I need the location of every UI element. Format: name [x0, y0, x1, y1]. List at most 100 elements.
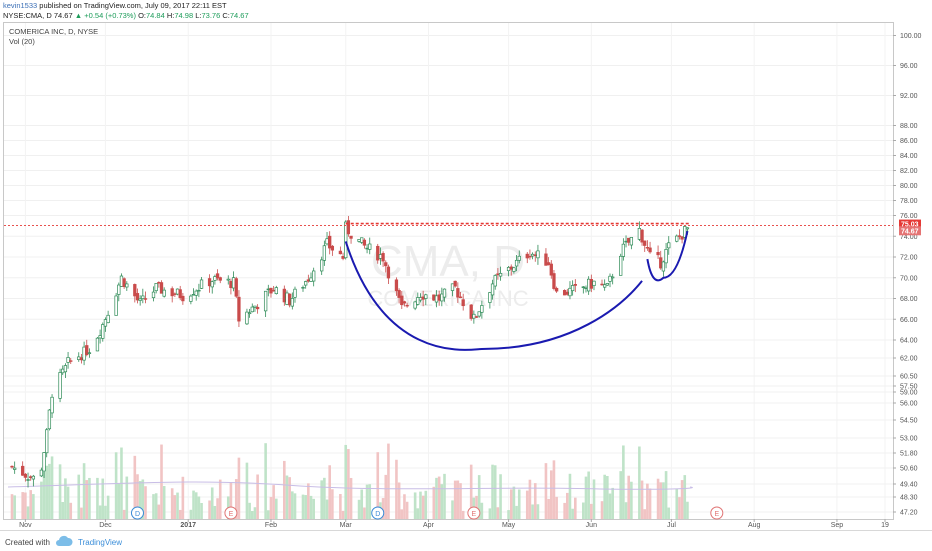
candle-body — [469, 304, 473, 319]
candle-body — [255, 306, 260, 310]
candle-body — [643, 240, 647, 246]
candle-body — [368, 243, 372, 250]
volume-bar — [555, 496, 558, 519]
candle-body — [659, 257, 663, 269]
candle-body — [584, 287, 588, 290]
candle-body — [661, 261, 666, 272]
volume-bar — [320, 480, 323, 519]
volume-bar — [307, 483, 310, 519]
candle-body — [50, 396, 54, 414]
volume-bar — [26, 506, 30, 519]
price-tick-label: 100.00 — [900, 33, 922, 40]
price-tick-label: 53.00 — [900, 436, 918, 443]
candle-body — [237, 296, 241, 322]
volume-bar — [80, 507, 83, 519]
candle-body — [544, 253, 548, 266]
watermark-symbol: CMA, D — [371, 237, 525, 286]
price-change: +0.54 (+0.73%) — [84, 11, 136, 20]
candle-body — [637, 227, 642, 240]
candle-body — [675, 235, 679, 242]
volume-bar — [582, 502, 585, 519]
quote-line: NYSE:CMA, D 74.67 ▲ +0.54 (+0.73%) O:74.… — [3, 11, 249, 20]
volume-bar — [181, 476, 185, 519]
volume-bar — [218, 479, 222, 519]
volume-bar — [638, 446, 641, 519]
volume-bar — [250, 510, 254, 519]
candle-body — [645, 246, 650, 249]
candle-body — [488, 292, 492, 303]
volume-bar — [269, 496, 273, 519]
candle-body — [306, 279, 310, 282]
candle-body — [101, 324, 105, 339]
candle-body — [565, 291, 569, 295]
candle-body — [312, 270, 316, 282]
candle-body — [376, 245, 380, 261]
candle-body — [400, 295, 404, 306]
volume-bar — [141, 479, 145, 519]
price-tick-label: 54.50 — [900, 418, 918, 425]
candle-body — [509, 266, 513, 270]
candle-body — [226, 278, 230, 281]
earnings-event-label: E — [714, 511, 719, 518]
author-link[interactable]: kevin1533 — [3, 1, 38, 10]
candle-body — [58, 372, 62, 399]
price-tick-label: 50.60 — [900, 466, 918, 473]
volume-bar — [256, 474, 259, 519]
candle-body — [562, 290, 567, 296]
candle-body — [341, 256, 345, 259]
volume-bar — [363, 507, 366, 519]
candle-body — [490, 283, 495, 296]
candle-body — [442, 288, 447, 298]
volume-bar — [368, 484, 372, 519]
volume-bar — [384, 474, 388, 519]
tradingview-brand-link[interactable]: TradingView — [78, 538, 123, 547]
volume-bar — [421, 495, 425, 519]
volume-bar — [45, 465, 49, 519]
price-tick-label: 64.00 — [900, 338, 918, 345]
volume-bar — [659, 482, 663, 519]
volume-bar — [301, 494, 305, 519]
volume-bar — [584, 476, 588, 519]
volume-bar — [200, 503, 203, 519]
candle-body — [573, 284, 577, 286]
candle-body — [605, 283, 609, 286]
volume-bar — [507, 510, 510, 519]
volume-bar — [237, 457, 241, 519]
price-chart[interactable]: CMA, D COMERICA INC D E D E E 47.20 48.30 49.4… — [0, 0, 932, 530]
volume-bar — [192, 490, 195, 519]
volume-bar — [197, 496, 201, 519]
volume-bar — [32, 494, 35, 519]
candle-body — [218, 277, 222, 281]
candle-body — [656, 252, 660, 256]
candle-body — [293, 288, 297, 298]
volume-bar — [117, 483, 121, 519]
candle-body — [496, 273, 500, 276]
volume-bar — [680, 480, 684, 519]
candle-body — [432, 294, 436, 301]
candle-body — [138, 298, 142, 301]
candle-body — [178, 289, 182, 299]
price-label-text: 74.67 — [901, 228, 919, 235]
volume-bar — [437, 476, 441, 519]
volume-bar — [491, 464, 494, 519]
candle-body — [434, 295, 439, 303]
volume-bar — [683, 475, 687, 519]
volume-bar — [24, 492, 27, 519]
price-tick-label: 76.00 — [900, 213, 918, 220]
candle-body — [346, 220, 351, 235]
candle-body — [498, 273, 503, 277]
candle-body — [344, 221, 348, 259]
volume-bar — [323, 477, 326, 519]
close-value: 74.67 — [229, 11, 249, 20]
candle-body — [82, 346, 86, 361]
candle-body — [10, 465, 14, 468]
volume-bar — [64, 478, 67, 519]
volume-bar — [264, 443, 267, 519]
volume-bar — [531, 504, 534, 519]
candle-body — [611, 276, 615, 279]
volume-bar — [509, 489, 513, 519]
candle-body — [365, 247, 369, 250]
handle-curve — [646, 230, 689, 282]
candle-body — [627, 237, 631, 243]
volume-bar — [349, 477, 353, 519]
